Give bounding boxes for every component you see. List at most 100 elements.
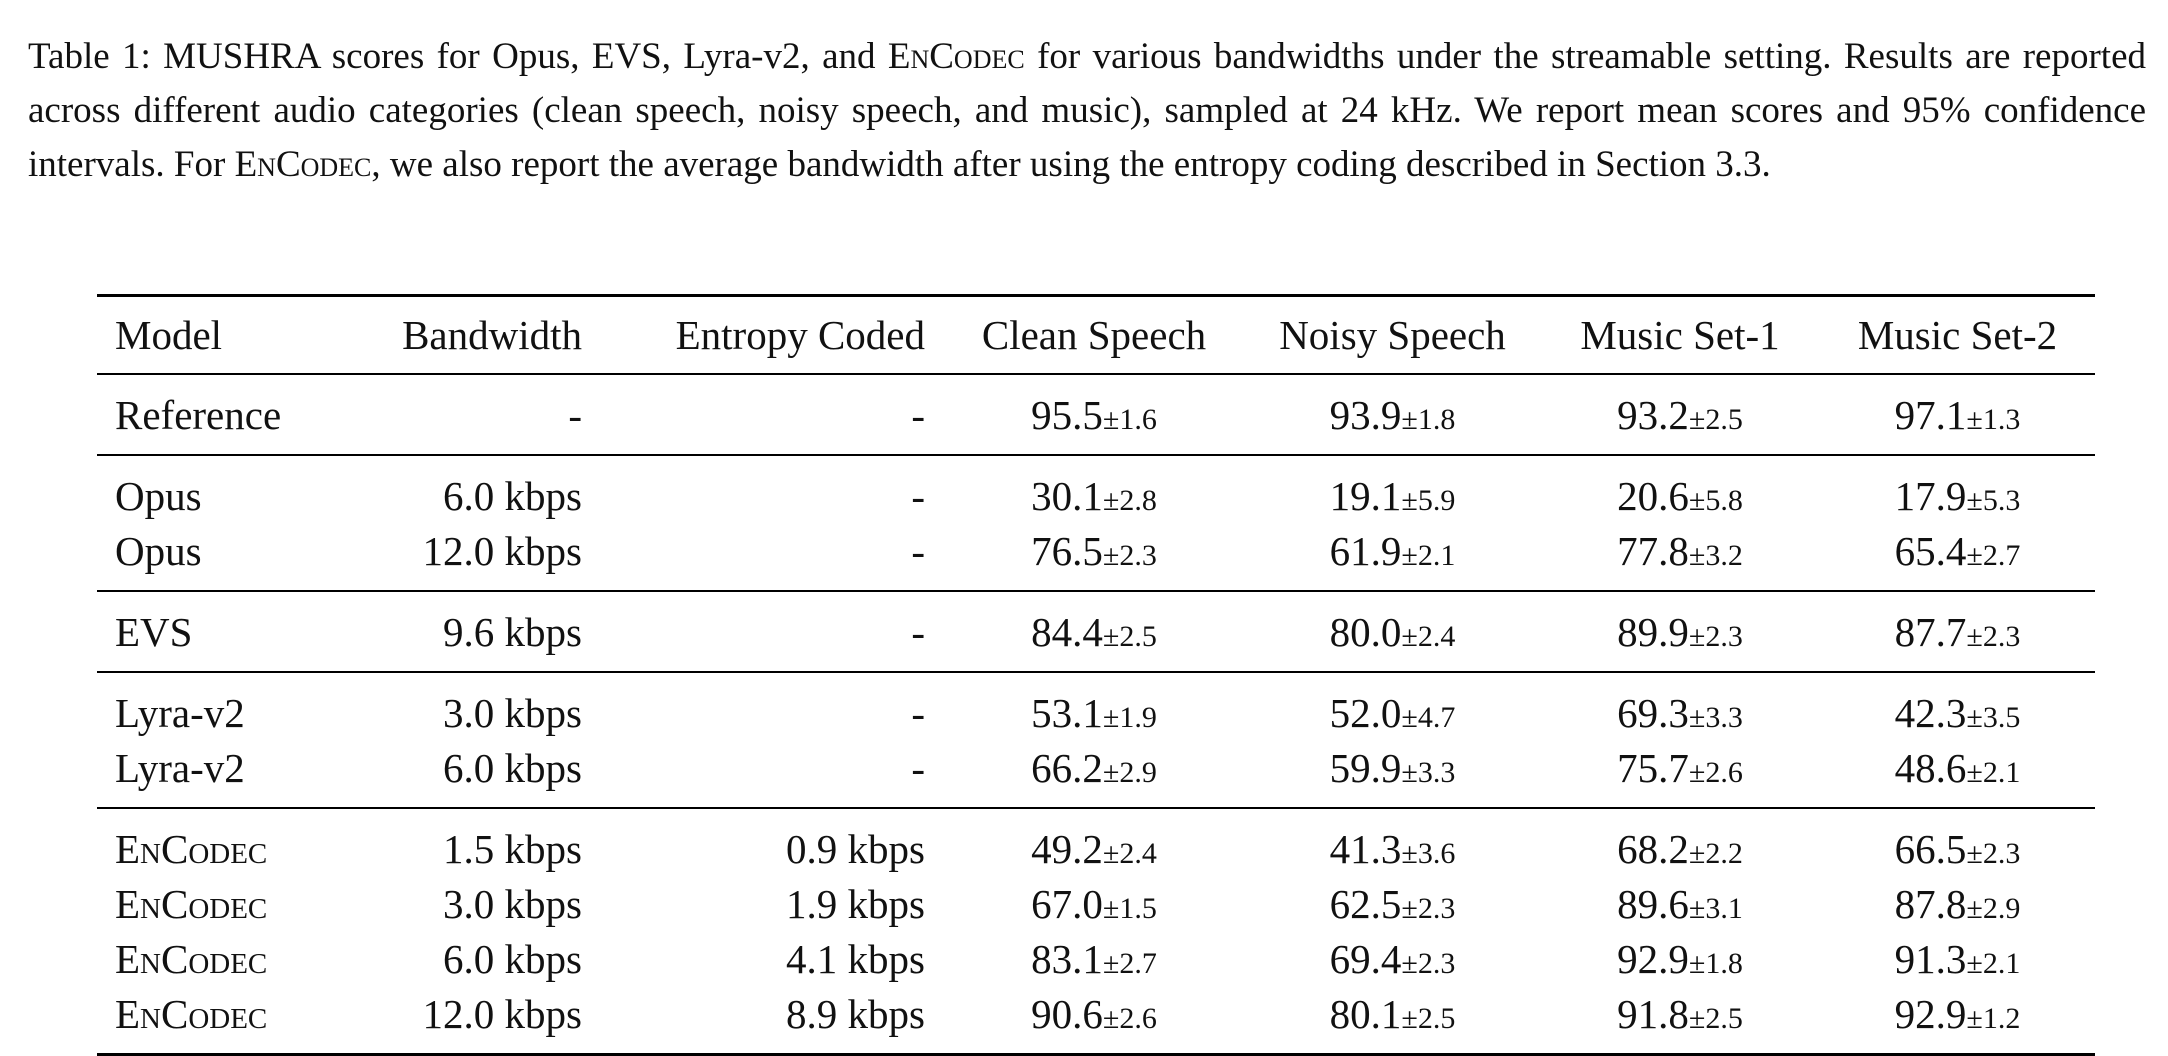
entropy-cell: -: [911, 744, 925, 791]
caption-text: EnCodec: [887, 36, 1025, 77]
bandwidth-cell: 6.0 kbps: [443, 935, 582, 982]
score-mean: 97.1: [1894, 391, 1967, 438]
bandwidth-cell: -: [568, 391, 582, 438]
score-mean: 68.2: [1617, 825, 1689, 872]
table-row: Opus 12.0 kbps -76.5±2.3 61.9±2.1 77.8±3.2 65…: [97, 523, 2095, 591]
score-cell: 42.3±3.5: [1820, 672, 2095, 740]
bandwidth-cell: 6.0 kbps: [443, 472, 582, 519]
score-ci: ±2.6: [1688, 755, 1743, 789]
score-mean: 83.1: [1031, 935, 1103, 982]
score-ci: ±3.6: [1401, 836, 1456, 870]
score-ci: ±5.9: [1401, 483, 1456, 517]
score-ci: ±3.2: [1688, 538, 1743, 572]
bandwidth-cell: 12.0 kbps: [422, 527, 582, 574]
header-cell: Music Set-1: [1540, 295, 1820, 375]
score-ci: ±2.7: [1102, 946, 1157, 980]
header-cell: Model: [97, 295, 330, 375]
score-ci: ±3.3: [1688, 700, 1743, 734]
score-cell: 77.8±3.2: [1540, 523, 1820, 591]
bandwidth-cell: 3.0 kbps: [443, 689, 582, 736]
score-ci: ±1.5: [1102, 891, 1157, 925]
score-mean: 48.6: [1894, 744, 1967, 791]
model-cell: EnCodec: [115, 825, 268, 872]
score-ci: ±2.4: [1102, 836, 1157, 870]
score-ci: ±1.8: [1688, 946, 1743, 980]
score-mean: 19.1: [1329, 472, 1402, 519]
entropy-cell: -: [911, 391, 925, 438]
score-ci: ±2.1: [1966, 946, 2021, 980]
score-ci: ±2.1: [1966, 755, 2021, 789]
caption-text: EnCodec: [234, 144, 372, 185]
score-mean: 93.9: [1329, 391, 1402, 438]
table-row: Opus 6.0 kbps -30.1±2.8 19.1±5.9 20.6±5.8 17.…: [97, 455, 2095, 523]
score-cell: 92.9±1.2: [1820, 986, 2095, 1055]
score-mean: 49.2: [1031, 825, 1103, 872]
table-row: EnCodec 3.0 kbps 1.9 kbps 67.0±1.5 62.5±2.3 8…: [97, 876, 2095, 931]
row-group: Opus 6.0 kbps -30.1±2.8 19.1±5.9 20.6±5.8 17.…: [97, 455, 2095, 591]
score-mean: 30.1: [1031, 472, 1103, 519]
score-cell: 20.6±5.8: [1540, 455, 1820, 523]
score-ci: ±2.1: [1401, 538, 1456, 572]
model-cell: Reference: [115, 391, 282, 438]
score-mean: 92.9: [1894, 990, 1967, 1037]
results-table: Model Bandwidth Entropy Coded Clean Speech N…: [97, 294, 2095, 1056]
score-mean: 69.3: [1617, 689, 1689, 736]
score-ci: ±2.5: [1688, 1001, 1743, 1035]
score-ci: ±2.5: [1688, 402, 1743, 436]
score-mean: 53.1: [1031, 689, 1103, 736]
score-mean: 41.3: [1329, 825, 1402, 872]
header-cell: Entropy Coded: [600, 295, 943, 375]
bandwidth-cell: 12.0 kbps: [422, 990, 582, 1037]
score-mean: 84.4: [1031, 608, 1103, 655]
score-mean: 77.8: [1617, 527, 1689, 574]
score-ci: ±2.3: [1688, 619, 1743, 653]
score-ci: ±2.5: [1401, 1001, 1456, 1035]
score-cell: 83.1±2.7: [943, 931, 1245, 986]
bandwidth-cell: 3.0 kbps: [443, 880, 582, 927]
model-cell: Opus: [115, 472, 202, 519]
score-mean: 69.4: [1329, 935, 1402, 982]
entropy-cell: -: [911, 527, 925, 574]
score-cell: 80.1±2.5: [1245, 986, 1540, 1055]
score-mean: 87.7: [1894, 608, 1967, 655]
entropy-cell: -: [911, 472, 925, 519]
header-cell: Clean Speech: [943, 295, 1245, 375]
caption-text: Table 1: MUSHRA scores for Opus, EVS, Ly…: [28, 36, 888, 77]
score-cell: 17.9±5.3: [1820, 455, 2095, 523]
score-ci: ±2.6: [1102, 1001, 1157, 1035]
score-ci: ±3.3: [1401, 755, 1456, 789]
score-cell: 92.9±1.8: [1540, 931, 1820, 986]
score-cell: 93.2±2.5: [1540, 374, 1820, 455]
table-row: EnCodec 12.0 kbps 8.9 kbps 90.6±2.6 80.1±2.5…: [97, 986, 2095, 1055]
score-ci: ±2.5: [1102, 619, 1157, 653]
score-mean: 91.8: [1617, 990, 1689, 1037]
score-cell: 76.5±2.3: [943, 523, 1245, 591]
score-ci: ±2.9: [1102, 755, 1157, 789]
score-ci: ±1.3: [1966, 402, 2021, 436]
score-mean: 89.6: [1617, 880, 1689, 927]
score-mean: 91.3: [1894, 935, 1967, 982]
model-cell: Lyra-v2: [115, 689, 245, 736]
table-header: Model Bandwidth Entropy Coded Clean Speech N…: [97, 295, 2095, 375]
table-row: Lyra-v2 3.0 kbps -53.1±1.9 52.0±4.7 69.3±3.3…: [97, 672, 2095, 740]
score-cell: 75.7±2.6: [1540, 740, 1820, 808]
score-cell: 93.9±1.8: [1245, 374, 1540, 455]
bandwidth-cell: 6.0 kbps: [443, 744, 582, 791]
score-mean: 65.4: [1894, 527, 1967, 574]
score-cell: 69.4±2.3: [1245, 931, 1540, 986]
table-row: EVS 9.6 kbps -84.4±2.5 80.0±2.4 89.9±2.3 87.7…: [97, 591, 2095, 672]
bandwidth-cell: 9.6 kbps: [443, 608, 582, 655]
table-row: Reference - -95.5±1.6 93.9±1.8 93.2±2.5 97.1±…: [97, 374, 2095, 455]
score-cell: 91.8±2.5: [1540, 986, 1820, 1055]
bandwidth-cell: 1.5 kbps: [443, 825, 582, 872]
entropy-cell: 0.9 kbps: [786, 825, 925, 872]
caption-text: for various bandwidths under the streama…: [28, 36, 2146, 185]
table-row: EnCodec 6.0 kbps 4.1 kbps 83.1±2.7 69.4±2.3 9…: [97, 931, 2095, 986]
entropy-cell: 1.9 kbps: [786, 880, 925, 927]
score-mean: 92.9: [1617, 935, 1689, 982]
score-ci: ±2.3: [1966, 619, 2021, 653]
header-row: Model Bandwidth Entropy Coded Clean Speech N…: [97, 295, 2095, 375]
model-cell: Lyra-v2: [115, 744, 245, 791]
score-cell: 87.8±2.9: [1820, 876, 2095, 931]
score-mean: 80.1: [1329, 990, 1402, 1037]
